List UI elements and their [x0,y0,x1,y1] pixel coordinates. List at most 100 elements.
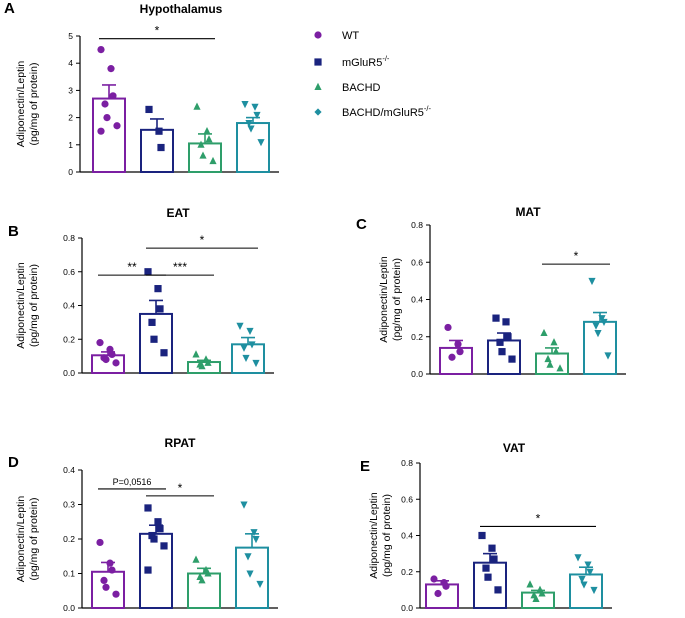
data-point [578,576,586,584]
data-point [156,305,164,313]
data-point [496,338,504,346]
data-point [502,318,510,326]
y-tick-label: 0.6 [411,257,423,267]
data-point [97,127,105,135]
y-tick-label: 5 [68,31,73,41]
chart-panel-c: C MAT Adiponectin/Leptin(pg/mg of protein)… [356,205,626,379]
data-point [508,355,516,363]
bar-BACHD [187,572,221,609]
data-point [150,335,158,343]
significance-label: * [536,511,541,525]
y-tick-label: 0.0 [401,603,413,613]
chart-title: VAT [503,441,526,455]
legend-label-text: WT [342,30,359,42]
legend-marker-mGluR5 [314,58,322,66]
y-tick-label: 0.0 [63,603,75,613]
data-point [484,573,492,581]
data-point [150,535,158,543]
bar-mGluR5 [473,561,507,609]
data-point [253,111,261,120]
data-point [148,318,156,326]
y-axis-label: Adiponectin/Leptin(pg/mg of protein) [15,496,40,583]
significance-label: P=0,0516 [113,477,152,487]
chart-panel-d: D RPAT Adiponectin/Leptin(pg/mg of protein… [8,436,278,613]
data-point [192,350,200,358]
significance-label: * [178,481,183,495]
y-axis-label: Adiponectin/Leptin(pg/mg of protein) [378,256,403,343]
legend-label-text: mGluR5 [342,57,382,69]
y-tick-label: 0.6 [401,494,413,504]
data-point [594,330,602,338]
bar-mGluR5 [139,312,173,374]
y-axis-label-line2: (pg/mg of protein) [28,63,40,146]
data-point [251,103,259,111]
data-point [154,518,162,526]
data-point [108,350,116,359]
data-point [154,285,162,293]
significance-label: * [200,233,205,247]
data-point [552,347,560,355]
bar-WT [425,583,459,609]
data-point [252,536,260,544]
data-point [588,277,596,286]
panel-letter: C [356,216,367,233]
y-tick-label: 0.8 [411,220,423,230]
data-point [101,100,109,108]
y-tick-label: 0.4 [63,301,75,311]
y-axis-label-line1: Adiponectin/Leptin [368,492,380,579]
y-tick-label: 0.8 [401,458,413,468]
data-point [203,127,211,135]
data-point [100,576,108,585]
data-point [109,92,117,100]
legend-marker-WT [314,31,322,39]
y-axis-label-line1: Adiponectin/Leptin [15,61,27,148]
bar-BACHD_mGluR5 [569,573,603,609]
data-point [490,555,498,563]
panel-letter: A [4,0,15,17]
data-point [108,566,116,574]
data-point [96,538,104,547]
data-point [192,555,200,563]
y-tick-label: 0.1 [63,569,75,579]
data-point [246,327,254,336]
data-point [574,554,582,562]
data-point [160,349,168,357]
legend-marker-BACHD_mGluR5 [314,108,322,116]
data-point [205,135,213,143]
data-point [144,268,152,276]
data-point [556,364,564,372]
y-tick-label: 0.2 [63,534,75,544]
y-tick-label: 0.4 [411,295,423,305]
y-tick-label: 0.8 [63,233,75,243]
y-axis-label-line2: (pg/mg of protein) [28,498,40,581]
legend-label-text: BACHD/mGluR5 [342,107,424,119]
panel-letter: D [8,454,19,471]
y-tick-label: 0.3 [63,500,75,510]
y-axis-label-line1: Adiponectin/Leptin [15,496,27,583]
legend-label-superscript: -/- [382,54,390,63]
data-point [257,139,265,147]
data-point [246,570,254,578]
bar-mGluR5 [140,128,174,173]
significance-label: *** [173,260,187,274]
y-tick-label: 0.2 [411,332,423,342]
data-point [106,559,114,567]
y-axis-label-line2: (pg/mg of protein) [28,264,40,347]
data-point [448,353,456,361]
data-point [204,358,212,366]
data-point [197,140,205,148]
y-tick-label: 3 [68,85,73,95]
data-point [245,120,253,128]
data-point [252,359,260,368]
data-point [478,531,486,540]
y-axis-label-line2: (pg/mg of protein) [381,494,393,577]
data-point [598,315,606,323]
data-point [144,566,152,574]
data-point [482,564,490,572]
chart-title: Hypothalamus [140,2,223,16]
bar-BACHD_mGluR5 [231,343,265,374]
data-point [604,352,612,360]
data-point [112,359,120,367]
y-axis-label: Adiponectin/Leptin(pg/mg of protein) [15,61,40,148]
